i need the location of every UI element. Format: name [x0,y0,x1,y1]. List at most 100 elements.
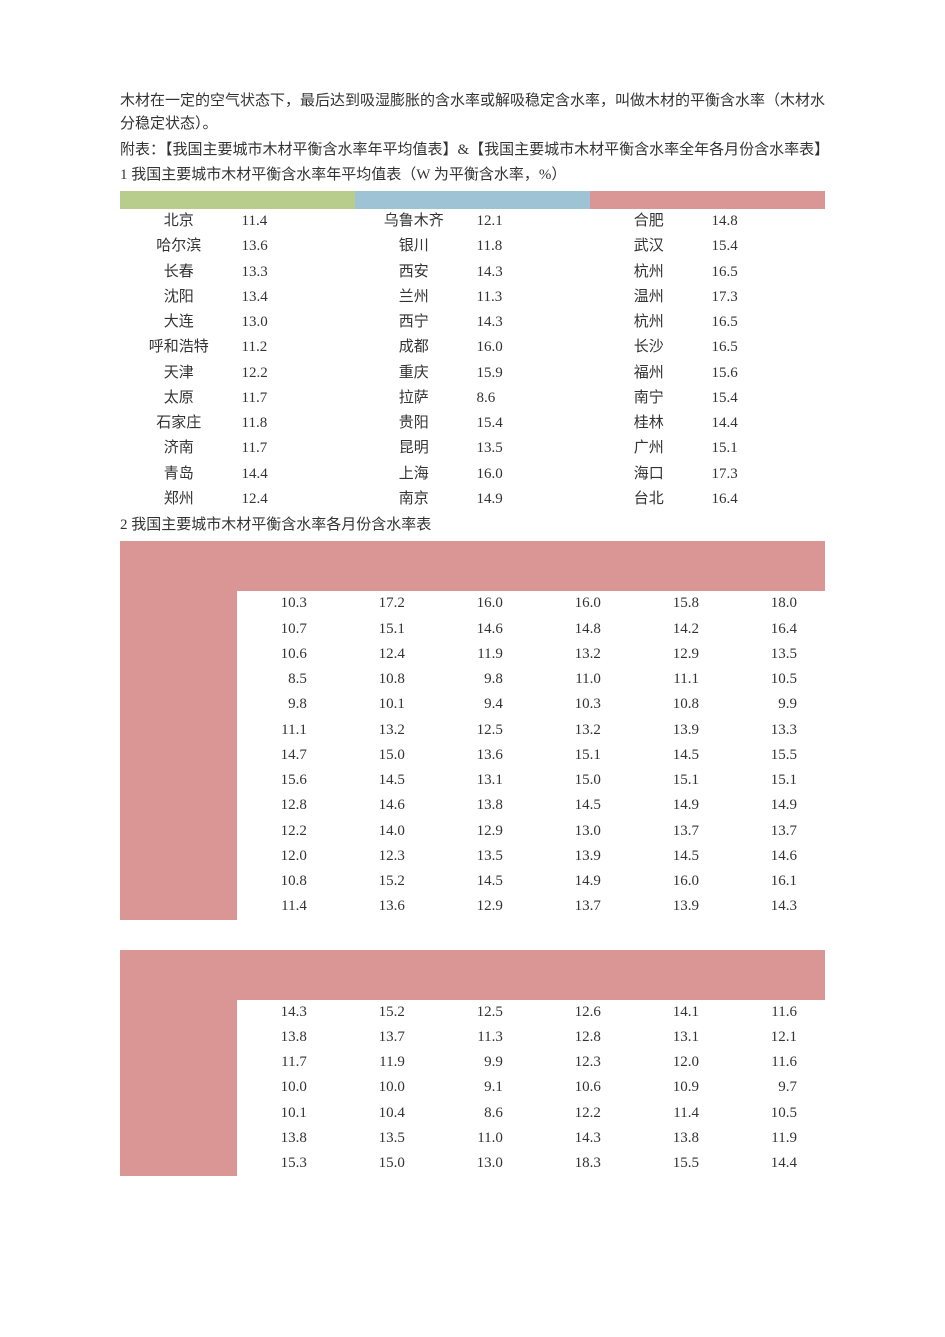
value-cell: 11.3 [473,285,591,310]
value-cell: 13.5 [335,1126,433,1151]
value-cell: 14.3 [473,310,591,335]
value-cell: 12.4 [238,487,356,512]
value-cell: 11.4 [237,894,335,919]
monthly-table-b-header [120,950,825,1000]
city-cell: 成都 [355,335,473,360]
value-cell: 15.0 [335,1151,433,1176]
table-row: 10.815.214.514.916.016.1 [120,869,825,894]
city-cell: 西安 [355,260,473,285]
table-row: 哈尔滨13.6银川11.8武汉15.4 [120,234,825,259]
row-side-cell [120,793,237,818]
value-cell: 14.5 [629,844,727,869]
value-cell: 11.8 [238,411,356,436]
value-cell: 14.4 [238,462,356,487]
value-cell: 16.5 [708,310,826,335]
value-cell: 12.0 [629,1050,727,1075]
value-cell: 9.8 [237,692,335,717]
value-cell: 10.9 [629,1075,727,1100]
table-row: 呼和浩特11.2成都16.0长沙16.5 [120,335,825,360]
value-cell: 15.1 [335,617,433,642]
value-cell: 11.0 [531,667,629,692]
value-cell: 11.8 [473,234,591,259]
row-side-cell [120,869,237,894]
row-side-cell [120,1050,237,1075]
value-cell: 13.6 [433,743,531,768]
table-row: 沈阳13.4兰州11.3温州17.3 [120,285,825,310]
table-row: 13.813.711.312.813.112.1 [120,1025,825,1050]
city-cell: 福州 [590,361,708,386]
row-side-cell [120,768,237,793]
value-cell: 9.4 [433,692,531,717]
value-cell: 11.7 [238,386,356,411]
value-cell: 13.8 [629,1126,727,1151]
value-cell: 13.5 [727,642,825,667]
value-cell: 16.5 [708,260,826,285]
city-cell: 太原 [120,386,238,411]
value-cell: 14.9 [473,487,591,512]
value-cell: 15.3 [237,1151,335,1176]
value-cell: 16.1 [727,869,825,894]
table-row: 大连13.0西宁14.3杭州16.5 [120,310,825,335]
city-cell: 北京 [120,209,238,234]
value-cell: 13.2 [531,642,629,667]
value-cell: 8.6 [473,386,591,411]
row-side-cell [120,819,237,844]
city-cell: 天津 [120,361,238,386]
value-cell: 10.6 [237,642,335,667]
value-cell: 10.1 [237,1101,335,1126]
value-cell: 14.8 [708,209,826,234]
value-cell: 16.5 [708,335,826,360]
value-cell: 10.6 [531,1075,629,1100]
city-cell: 西宁 [355,310,473,335]
value-cell: 12.5 [433,1000,531,1025]
value-cell: 10.0 [237,1075,335,1100]
value-cell: 11.3 [433,1025,531,1050]
city-cell: 长春 [120,260,238,285]
row-side-cell [120,1101,237,1126]
value-cell: 14.0 [335,819,433,844]
value-cell: 13.6 [238,234,356,259]
value-cell: 16.0 [629,869,727,894]
value-cell: 15.2 [335,869,433,894]
value-cell: 12.6 [531,1000,629,1025]
city-cell: 南京 [355,487,473,512]
value-cell: 10.5 [727,667,825,692]
value-cell: 11.4 [238,209,356,234]
value-cell: 10.1 [335,692,433,717]
annual-average-table: 北京11.4乌鲁木齐12.1合肥14.8哈尔滨13.6银川11.8武汉15.4长… [120,191,825,512]
row-side-cell [120,844,237,869]
city-cell: 温州 [590,285,708,310]
value-cell: 15.5 [727,743,825,768]
row-side-cell [120,1126,237,1151]
monthly-table-a-header [120,541,825,591]
value-cell: 15.8 [629,591,727,616]
value-cell: 13.7 [727,819,825,844]
city-cell: 沈阳 [120,285,238,310]
city-cell: 哈尔滨 [120,234,238,259]
row-side-cell [120,1000,237,1025]
row-side-cell [120,591,237,616]
value-cell: 18.3 [531,1151,629,1176]
monthly-table-b: 14.315.212.512.614.111.613.813.711.312.8… [120,950,825,1177]
value-cell: 15.2 [335,1000,433,1025]
city-cell: 石家庄 [120,411,238,436]
table-row: 10.715.114.614.814.216.4 [120,617,825,642]
value-cell: 13.5 [473,436,591,461]
value-cell: 16.0 [473,462,591,487]
value-cell: 11.1 [629,667,727,692]
city-cell: 武汉 [590,234,708,259]
value-cell: 10.8 [335,667,433,692]
value-cell: 15.4 [708,386,826,411]
value-cell: 14.9 [727,793,825,818]
value-cell: 14.5 [531,793,629,818]
value-cell: 13.9 [531,844,629,869]
value-cell: 10.0 [335,1075,433,1100]
table-row: 12.214.012.913.013.713.7 [120,819,825,844]
table-row: 11.113.212.513.213.913.3 [120,718,825,743]
value-cell: 14.3 [531,1126,629,1151]
document-page: 木材在一定的空气状态下，最后达到吸湿膨胀的含水率或解吸稳定含水率，叫做木材的平衡… [0,0,945,1337]
value-cell: 12.8 [237,793,335,818]
value-cell: 9.8 [433,667,531,692]
value-cell: 13.7 [335,1025,433,1050]
table-row: 10.612.411.913.212.913.5 [120,642,825,667]
